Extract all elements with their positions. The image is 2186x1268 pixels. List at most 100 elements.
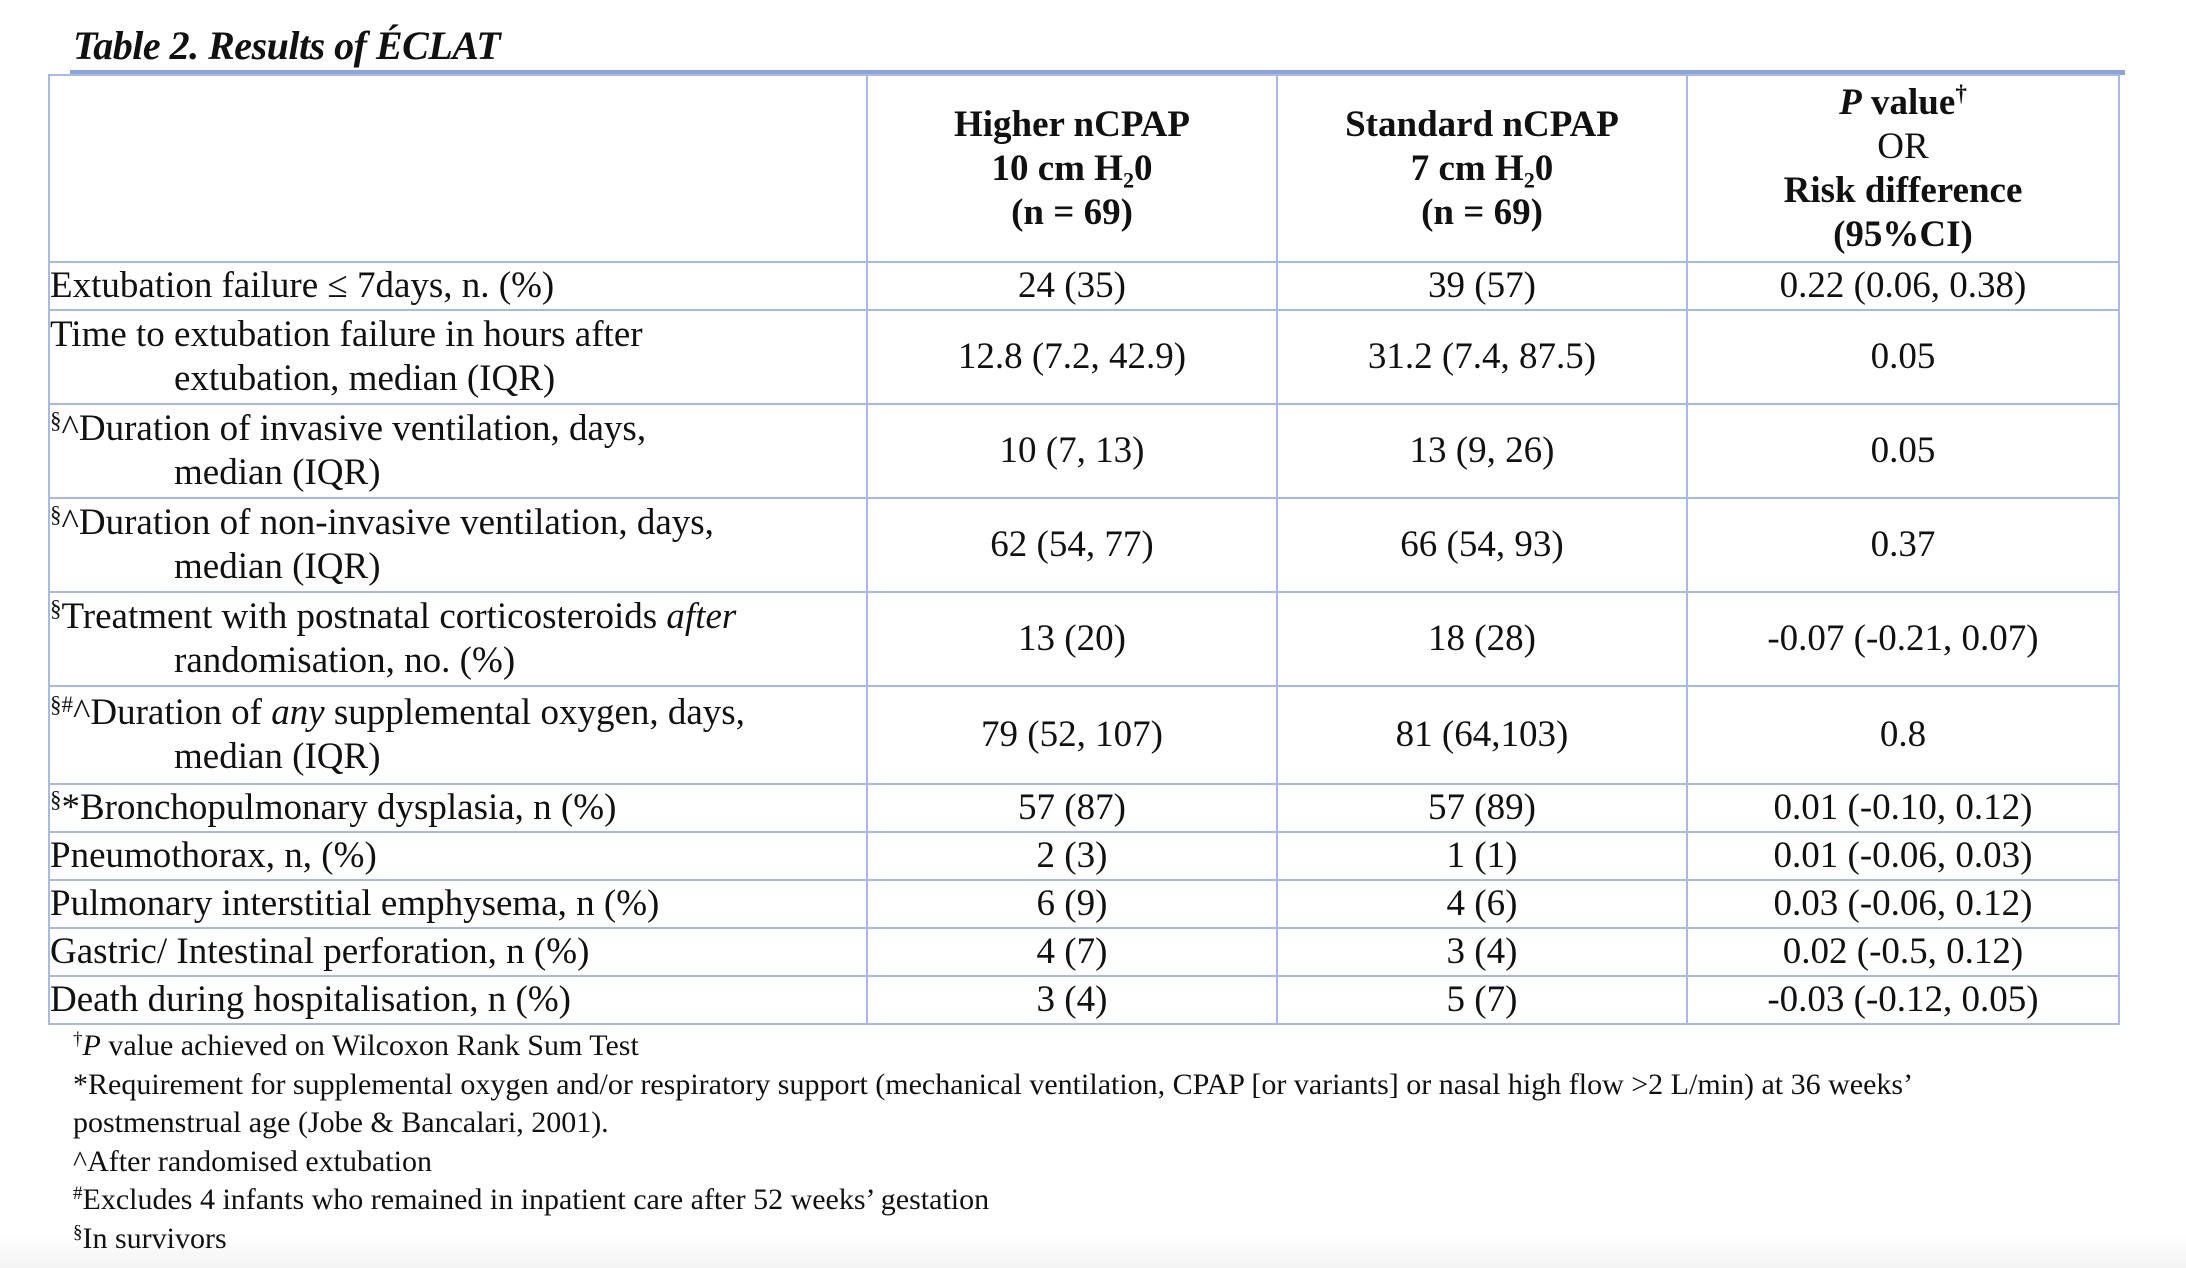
higher-ncpap-value: 10 (7, 13)	[866, 403, 1278, 499]
effect-value: 0.8	[1686, 685, 2120, 785]
outcome-label: §*Bronchopulmonary dysplasia, n (%)	[50, 786, 865, 830]
outcome-label-cell: §^Duration of invasive ventilation, days…	[48, 403, 868, 499]
footnote-mark: §	[50, 787, 62, 812]
outcome-text: ^Duration of invasive ventilation, days,	[61, 408, 647, 449]
hash-mark: #	[73, 1183, 83, 1204]
header-standard-line: (n = 69)	[1421, 191, 1543, 233]
outcome-label: §#^Duration of any supplemental oxygen, …	[50, 691, 865, 735]
standard-ncpap-value: 18 (28)	[1276, 591, 1688, 687]
outcome-text: supplemental oxygen, days,	[324, 692, 745, 733]
higher-ncpap-value: 3 (4)	[866, 975, 1278, 1025]
outcome-label: Death during hospitalisation, n (%)	[50, 978, 865, 1022]
standard-ncpap-value: 39 (57)	[1276, 261, 1688, 311]
outcome-label-cell: Extubation failure ≤ 7days, n. (%)	[48, 261, 868, 311]
outcome-label-cell: Death during hospitalisation, n (%)	[48, 975, 868, 1025]
header-higher-ncpap: Higher nCPAP 10 cm H₂0 (n = 69)	[866, 74, 1278, 263]
outcome-text: Extubation failure ≤ 7days, n. (%)	[50, 265, 555, 306]
outcome-label-continuation: extubation, median (IQR)	[174, 358, 556, 399]
table-row: §*Bronchopulmonary dysplasia, n (%) 57 (8…	[48, 783, 2120, 833]
standard-ncpap-value: 5 (7)	[1276, 975, 1688, 1025]
higher-ncpap-value: 62 (54, 77)	[866, 497, 1278, 593]
header-ci-line: (95%CI)	[1833, 213, 1973, 255]
header-standard-line: Standard nCPAP	[1345, 103, 1619, 145]
outcome-text: Death during hospitalisation, n (%)	[50, 979, 571, 1020]
outcome-label-continuation: median (IQR)	[174, 546, 381, 587]
outcome-text: Pulmonary interstitial emphysema, n (%)	[50, 883, 660, 924]
dagger-mark: †	[1955, 80, 1967, 106]
header-effect: P value† OR Risk difference (95%CI)	[1686, 74, 2120, 263]
outcome-label: Gastric/ Intestinal perforation, n (%)	[50, 930, 865, 974]
footnote-mark: §#	[50, 692, 73, 717]
outcome-label: Pulmonary interstitial emphysema, n (%)	[50, 882, 865, 926]
outcome-label-continuation: median (IQR)	[174, 452, 381, 493]
title-rule	[70, 70, 2125, 75]
table-row: Time to extubation failure in hours afte…	[48, 309, 2120, 405]
header-risk-line: Risk difference	[1783, 169, 2023, 211]
table-row: Extubation failure ≤ 7days, n. (%) 24 (35…	[48, 261, 2120, 311]
outcome-label-cell: Gastric/ Intestinal perforation, n (%)	[48, 927, 868, 977]
outcome-label-cell: §Treatment with postnatal corticosteroid…	[48, 591, 868, 687]
higher-ncpap-value: 4 (7)	[866, 927, 1278, 977]
outcome-label: §Treatment with postnatal corticosteroid…	[51, 595, 865, 639]
footnote-mark: §	[50, 502, 62, 527]
outcome-text: ^Duration of non-invasive ventilation, d…	[61, 502, 714, 543]
outcome-text: Pneumothorax, n, (%)	[50, 835, 377, 876]
section-mark: §	[73, 1221, 83, 1243]
footnote-text: value achieved on Wilcoxon Rank Sum Test	[100, 1029, 639, 1062]
effect-value: 0.37	[1686, 497, 2120, 593]
outcome-label-cell: Pneumothorax, n, (%)	[48, 831, 868, 881]
outcome-text: Treatment with postnatal corticosteroids	[61, 596, 667, 637]
standard-ncpap-value: 57 (89)	[1276, 783, 1688, 833]
standard-ncpap-value: 31.2 (7.4, 87.5)	[1276, 309, 1688, 405]
outcome-label: Pneumothorax, n, (%)	[50, 834, 865, 878]
outcome-italic-text: after	[666, 596, 737, 637]
header-higher-line: (n = 69)	[1011, 191, 1133, 233]
outcome-italic-text: any	[271, 692, 325, 733]
table-row: Pneumothorax, n, (%) 2 (3) 1 (1) 0.01 (-0.0…	[48, 831, 2120, 881]
outcome-text: Gastric/ Intestinal perforation, n (%)	[50, 931, 590, 972]
effect-value: 0.05	[1686, 403, 2120, 499]
higher-ncpap-value: 13 (20)	[866, 591, 1278, 687]
table-row: Pulmonary interstitial emphysema, n (%) 6…	[48, 879, 2120, 929]
footnote-mark: §	[50, 408, 62, 433]
table-row: §Treatment with postnatal corticosteroid…	[48, 591, 2120, 687]
effect-value: -0.03 (-0.12, 0.05)	[1686, 975, 2120, 1025]
higher-ncpap-value: 24 (35)	[866, 261, 1278, 311]
outcome-label: §^Duration of non-invasive ventilation, …	[50, 501, 865, 545]
header-standard-ncpap: Standard nCPAP 7 cm H₂0 (n = 69)	[1276, 74, 1688, 263]
outcome-label-cell: §#^Duration of any supplemental oxygen, …	[48, 685, 868, 785]
header-blank-cell	[48, 74, 868, 263]
standard-ncpap-value: 3 (4)	[1276, 927, 1688, 977]
outcome-label: §^Duration of invasive ventilation, days…	[50, 407, 865, 451]
higher-ncpap-value: 6 (9)	[866, 879, 1278, 929]
pvalue-rest: value	[1861, 81, 1956, 123]
header-pvalue-line: P value†	[1689, 80, 2117, 125]
header-higher-line: 10 cm H₂0	[991, 147, 1153, 189]
higher-ncpap-value: 2 (3)	[866, 831, 1278, 881]
results-table: Higher nCPAP 10 cm H₂0 (n = 69) Standard…	[48, 74, 2120, 1025]
outcome-label: Time to extubation failure in hours afte…	[50, 313, 865, 357]
outcome-label-cell: Time to extubation failure in hours afte…	[48, 309, 868, 405]
footnote-bpd-definition: *Requirement for supplemental oxygen and…	[73, 1067, 1914, 1101]
outcome-text: Time to extubation failure in hours afte…	[50, 314, 643, 355]
header-higher-line: Higher nCPAP	[953, 103, 1191, 145]
higher-ncpap-value: 57 (87)	[866, 783, 1278, 833]
pvalue-italic: P	[1839, 81, 1862, 123]
table-body: Extubation failure ≤ 7days, n. (%) 24 (35…	[48, 261, 2120, 1025]
standard-ncpap-value: 4 (6)	[1276, 879, 1688, 929]
table-row: §^Duration of invasive ventilation, days…	[48, 403, 2120, 499]
footnotes: †P value achieved on Wilcoxon Rank Sum T…	[73, 1027, 1913, 1258]
header-or-line: OR	[1877, 125, 1929, 167]
standard-ncpap-value: 66 (54, 93)	[1276, 497, 1688, 593]
outcome-label-cell: §^Duration of non-invasive ventilation, …	[48, 497, 868, 593]
effect-value: 0.01 (-0.06, 0.03)	[1686, 831, 2120, 881]
footnote-survivors: §In survivors	[73, 1220, 1913, 1259]
table-row: Death during hospitalisation, n (%) 3 (4)…	[48, 975, 2120, 1025]
effect-value: 0.02 (-0.5, 0.12)	[1686, 927, 2120, 977]
table-row: Gastric/ Intestinal perforation, n (%) 4 …	[48, 927, 2120, 977]
footnote-text: Excludes 4 infants who remained in inpat…	[82, 1183, 990, 1216]
outcome-label-continuation: randomisation, no. (%)	[174, 640, 516, 681]
effect-value: 0.22 (0.06, 0.38)	[1686, 261, 2120, 311]
outcome-label-cell: Pulmonary interstitial emphysema, n (%)	[48, 879, 868, 929]
